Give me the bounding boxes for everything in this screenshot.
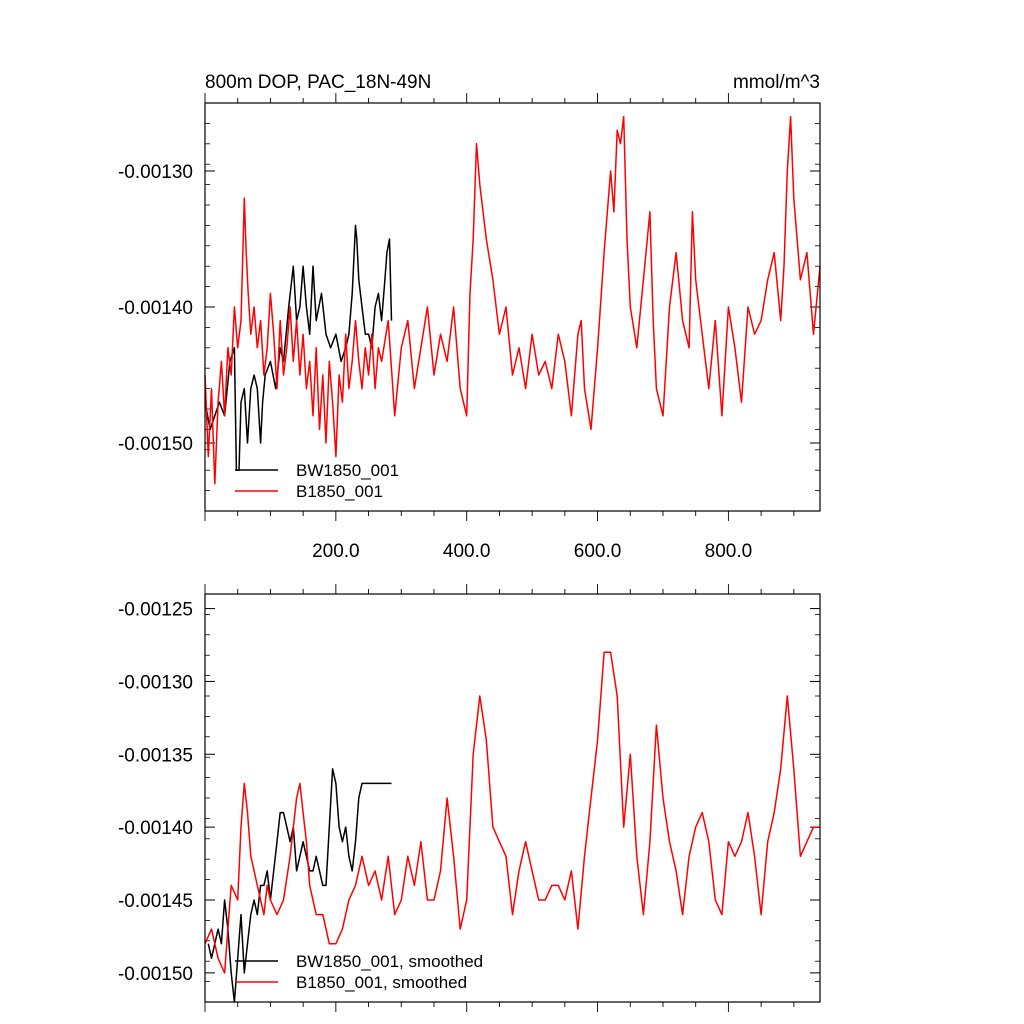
legend-label-bw1850: BW1850_001	[296, 461, 399, 480]
x-tick-label: 600.0	[574, 541, 622, 562]
bottom-panel: -0.00125 -0.00130 -0.00135 -0.00140 -0.00145…	[118, 584, 821, 1012]
y-tick-label: -0.00140	[118, 818, 193, 839]
y-tick-label: -0.00150	[118, 434, 193, 455]
legend-label-b1850-smoothed: B1850_001, smoothed	[296, 973, 467, 992]
y-tick-label: -0.00150	[118, 964, 193, 985]
y-tick-label: -0.00135	[118, 745, 193, 766]
y-tick-label: -0.00130	[118, 672, 193, 693]
legend: BW1850_001 B1850_001	[235, 461, 399, 501]
y-tick-label: -0.00140	[118, 298, 193, 319]
x-tick-label: 200.0	[312, 541, 360, 562]
series-line-bw1850-001-smoothed	[207, 768, 392, 1003]
legend-label-b1850: B1850_001	[296, 482, 383, 501]
x-tick-labels: 200.0 400.0 600.0 800.0	[312, 541, 752, 562]
y-tick-label: -0.00125	[118, 600, 193, 621]
plot-frame	[204, 102, 821, 512]
legend-label-bw1850-smoothed: BW1850_001, smoothed	[296, 952, 483, 971]
series-line-bw1850-001	[204, 224, 393, 471]
x-tick-label: 800.0	[705, 541, 753, 562]
top-panel: 800m DOP, PAC_18N-49N mmol/m^3 -0.00130-…	[118, 72, 821, 562]
x-tick-label: 400.0	[443, 541, 491, 562]
series-lines	[204, 115, 821, 485]
y-tick-labels: -0.00125 -0.00130 -0.00135 -0.00140 -0.00145…	[118, 600, 193, 985]
legend: BW1850_001, smoothed B1850_001, smoothed	[235, 952, 483, 992]
y-tick-label: -0.00145	[118, 891, 193, 912]
series-line-b1850-001	[204, 115, 821, 485]
units-label: mmol/m^3	[733, 72, 820, 93]
plot-frame	[204, 593, 821, 1003]
y-tick-labels: -0.00130 -0.00140 -0.00150	[118, 162, 193, 455]
y-tick-label: -0.00130	[118, 162, 193, 183]
series-lines	[204, 651, 820, 1003]
series-line-b1850-001-smoothed	[204, 651, 820, 974]
chart-title: 800m DOP, PAC_18N-49N	[205, 72, 431, 93]
